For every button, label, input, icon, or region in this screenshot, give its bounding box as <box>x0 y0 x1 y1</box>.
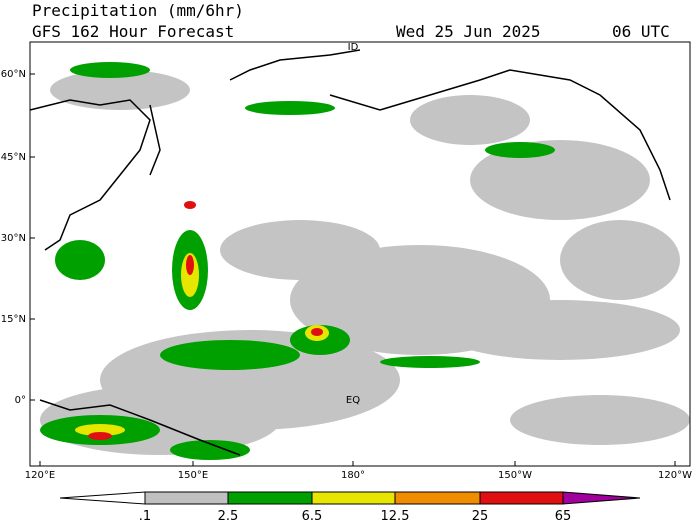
colorbar-segment <box>227 491 313 505</box>
map-frame <box>29 41 691 467</box>
title: Precipitation (mm/6hr) <box>32 1 244 20</box>
map-annotation: ID <box>348 42 359 53</box>
colorbar-segment <box>479 491 564 505</box>
lat-label: 45°N <box>1 152 26 163</box>
light-precip <box>40 70 690 455</box>
colorbar-segment <box>311 491 396 505</box>
time: 06 UTC <box>612 22 670 41</box>
colorbar-cap <box>562 491 641 505</box>
colorbar-label: 25 <box>472 509 489 524</box>
lon-label: 150°E <box>178 470 208 481</box>
lon-label: 120°E <box>25 470 55 481</box>
lat-label: 60°N <box>1 69 26 80</box>
colorbar-label: .1 <box>139 509 151 524</box>
colorbar-segment <box>144 491 229 505</box>
colorbar-label: 12.5 <box>381 509 410 524</box>
colorbar-cap <box>59 491 146 505</box>
date: Wed 25 Jun 2025 <box>396 22 541 41</box>
lon-label: 120°W <box>658 470 692 481</box>
coastlines <box>29 49 671 456</box>
very-heavy-precip <box>88 201 323 440</box>
colorbar-segment <box>394 491 481 505</box>
map-annotation: EQ <box>346 395 360 406</box>
lon-label: 180° <box>341 470 365 481</box>
map <box>29 41 691 467</box>
lat-label: 15°N <box>1 314 26 325</box>
lat-label: 30°N <box>1 233 26 244</box>
colorbar-label: 65 <box>555 509 572 524</box>
colorbar-label: 6.5 <box>302 509 323 524</box>
lat-label: 0° <box>15 395 26 406</box>
colorbar-label: 2.5 <box>218 509 239 524</box>
subtitle: GFS 162 Hour Forecast <box>32 22 234 41</box>
lon-label: 150°W <box>498 470 532 481</box>
